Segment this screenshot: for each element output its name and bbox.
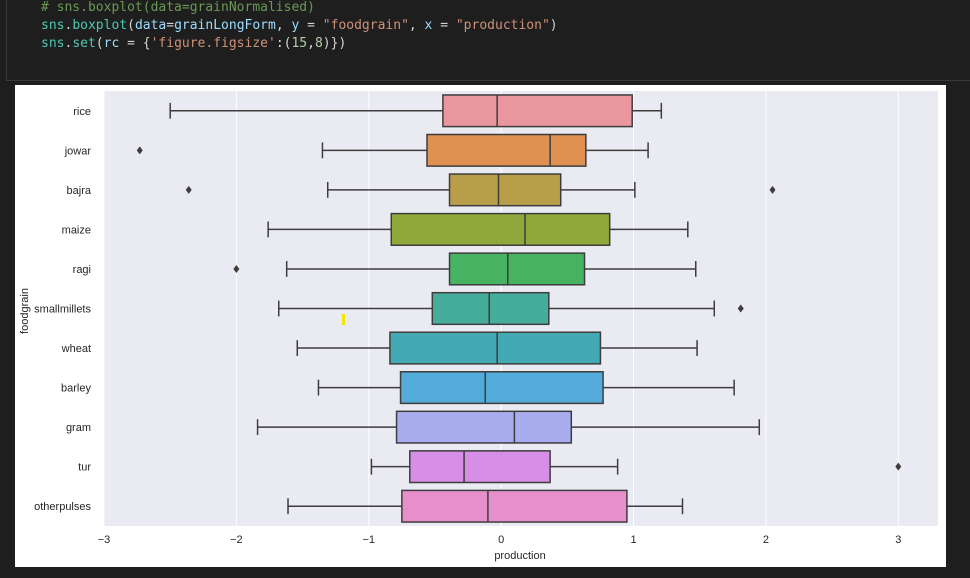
x-tick-label: 2: [763, 534, 769, 546]
code-token: 15: [291, 36, 308, 51]
y-tick-label: wheat: [61, 343, 91, 355]
code-token: "production": [455, 18, 550, 33]
outlier-point: [136, 146, 143, 155]
code-cell[interactable]: # sns.boxplot(data=grainNormalised) sns.…: [6, 0, 970, 81]
y-tick-label: otherpulses: [34, 501, 91, 513]
y-tick-label: maize: [62, 224, 91, 236]
code-comment: # sns.boxplot(data=grainNormalised): [41, 0, 315, 15]
box-iqr: [426, 133, 587, 167]
box-rice: [169, 94, 663, 128]
code-token: boxplot: [72, 18, 128, 33]
code-token: 8: [314, 36, 323, 51]
code-token: =: [119, 36, 143, 51]
code-token: ): [549, 18, 558, 33]
text-cursor-marker: [342, 314, 345, 325]
outlier-point: [233, 264, 240, 273]
code-token: sns: [41, 18, 65, 33]
code-token: rc: [103, 36, 120, 51]
box-iqr: [448, 252, 586, 286]
x-tick-label: 0: [498, 534, 504, 546]
code-line-comment: # sns.boxplot(data=grainNormalised): [41, 0, 315, 15]
y-axis-label: foodgrain: [19, 288, 31, 334]
outlier-point: [737, 304, 744, 313]
y-tick-label: jowar: [64, 145, 92, 157]
y-tick-label: rice: [73, 106, 91, 118]
x-tick-label: 1: [630, 534, 636, 546]
box-jowar: [136, 133, 649, 167]
box-gram: [256, 410, 761, 444]
box-iqr: [448, 173, 562, 207]
box-iqr: [442, 94, 633, 128]
box-iqr: [395, 410, 573, 444]
code-token: )}): [322, 36, 347, 51]
box-iqr: [401, 489, 628, 523]
boxplot-chart: rice jowar bajra maize ragi smallmillets wheat…: [19, 91, 938, 562]
box-iqr: [390, 212, 611, 246]
box-ragi: [233, 252, 697, 286]
code-token: sns: [41, 36, 65, 51]
outlier-point: [769, 185, 776, 194]
x-tick-labels: −3 −2 −1 0 1 2 3: [98, 534, 902, 546]
code-line-set: sns.set(rc = {'figure.figsize':(15,8)}): [41, 36, 346, 51]
code-token: (: [95, 36, 104, 51]
box-iqr: [399, 371, 604, 405]
code-token: :(: [275, 36, 292, 51]
box-bajra: [185, 173, 776, 207]
code-line-boxplot: sns.boxplot(data=grainLongForm, y = "foo…: [41, 18, 558, 33]
box-wheat: [296, 331, 698, 365]
code-token: =: [299, 18, 323, 33]
box-iqr: [431, 291, 550, 326]
code-token: 'figure.figsize': [150, 36, 276, 51]
y-tick-label: smallmillets: [34, 304, 91, 316]
code-token: .: [64, 36, 73, 51]
x-tick-label: −2: [230, 534, 243, 546]
y-tick-label: bajra: [67, 185, 92, 197]
box-tur: [370, 450, 902, 484]
code-token: =: [166, 18, 175, 33]
x-tick-label: −1: [362, 534, 375, 546]
box-iqr: [409, 450, 551, 484]
y-tick-label: barley: [61, 383, 91, 395]
box-smallmillets: [277, 291, 744, 326]
y-tick-labels: rice jowar bajra maize ragi smallmillets wheat…: [34, 106, 92, 513]
y-tick-label: gram: [66, 422, 91, 434]
code-token: {: [142, 36, 151, 51]
y-tick-label: ragi: [73, 264, 91, 276]
code-token: set: [72, 36, 96, 51]
code-token: data: [134, 18, 167, 33]
outlier-point: [185, 185, 192, 194]
x-tick-label: 3: [895, 534, 901, 546]
code-token: grainLongForm: [174, 18, 276, 33]
chart-figure: rice jowar bajra maize ragi smallmillets wheat…: [15, 85, 946, 567]
boxes: [136, 94, 902, 523]
box-otherpulses: [287, 489, 684, 523]
y-tick-label: tur: [78, 462, 91, 474]
box-maize: [267, 212, 689, 246]
x-tick-label: −3: [98, 534, 111, 546]
x-axis-label: production: [494, 550, 545, 562]
outlier-point: [895, 462, 902, 471]
code-token: .: [64, 18, 73, 33]
code-token: y: [291, 18, 300, 33]
box-barley: [317, 371, 735, 405]
code-token: ,: [307, 36, 315, 51]
code-token: "foodgrain": [322, 18, 409, 33]
code-token: x: [424, 18, 433, 33]
box-iqr: [389, 331, 602, 365]
code-token: ,: [275, 18, 292, 33]
code-token: (: [127, 18, 135, 33]
code-token: ,: [408, 18, 425, 33]
code-token: =: [432, 18, 456, 33]
